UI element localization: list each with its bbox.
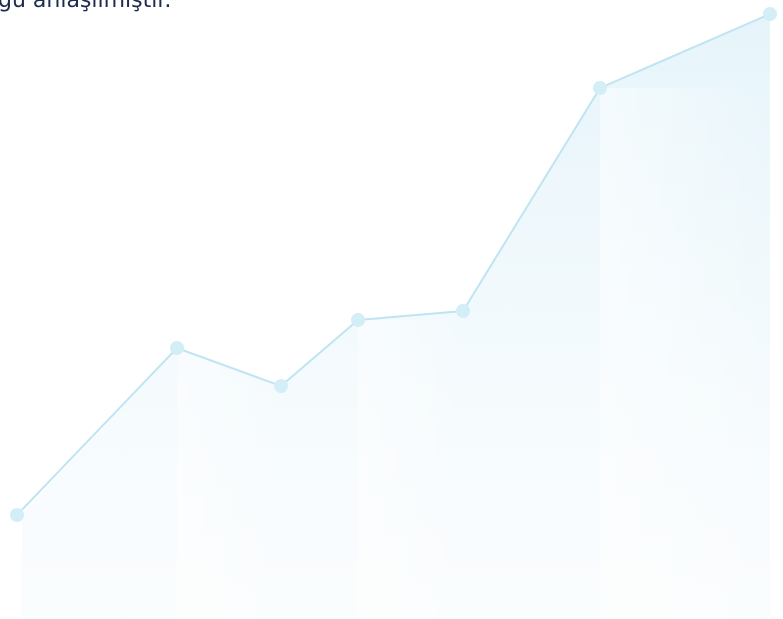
points	[10, 7, 777, 522]
point	[274, 379, 288, 393]
area-strip	[600, 88, 770, 619]
point	[170, 341, 184, 355]
area-strip	[177, 348, 281, 619]
point	[351, 313, 365, 327]
caption: ğu anlaşılmıştır.	[0, 0, 172, 13]
point	[456, 304, 470, 318]
point	[593, 81, 607, 95]
point	[10, 508, 24, 522]
area-strip	[358, 320, 463, 619]
point	[763, 7, 777, 21]
